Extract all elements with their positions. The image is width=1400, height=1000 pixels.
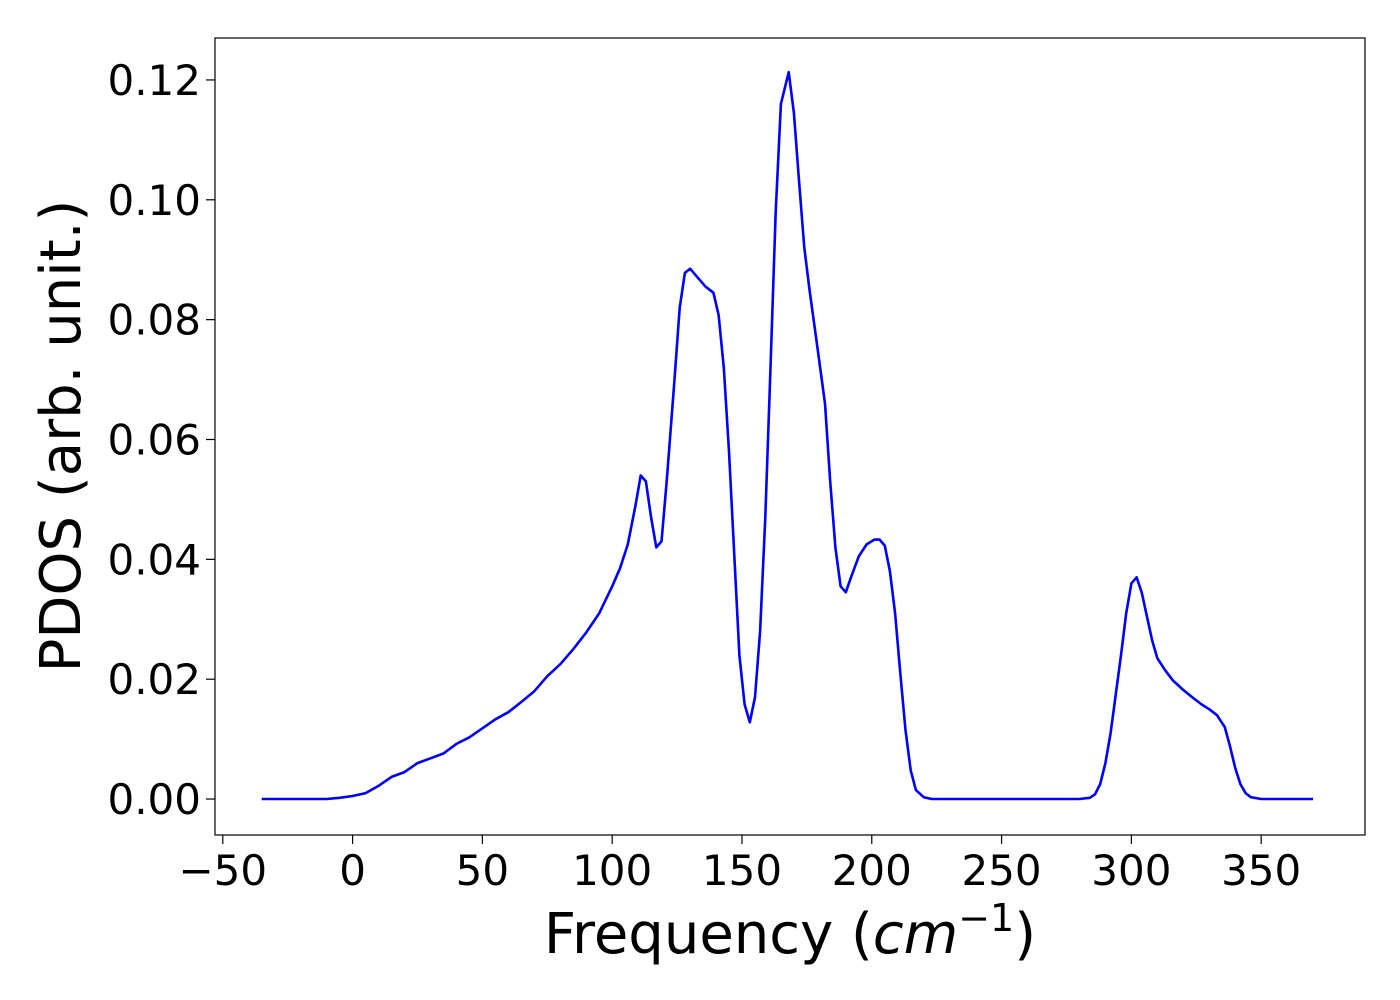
y-tick-label: 0.06 <box>107 415 201 464</box>
x-axis: −50 0 50 100 150 200 250 300 350 <box>178 835 1301 895</box>
x-tick-label: 250 <box>961 846 1041 895</box>
x-tick-label: 150 <box>702 846 782 895</box>
x-tick-label: 100 <box>572 846 652 895</box>
x-axis-label: Frequency (cm−1) <box>544 896 1036 967</box>
y-axis-label: PDOS (arb. unit.) <box>29 200 94 673</box>
plot-area <box>214 37 1366 836</box>
y-axis: 0.00 0.02 0.04 0.06 0.08 0.10 0.12 <box>107 56 215 824</box>
y-tick-label: 0.08 <box>107 296 201 345</box>
x-tick-label: 50 <box>456 846 509 895</box>
y-tick-label: 0.02 <box>107 655 201 704</box>
x-tick-label: −50 <box>178 846 267 895</box>
x-tick-label: 350 <box>1221 846 1301 895</box>
y-tick-label: 0.04 <box>107 535 201 584</box>
x-tick-label: 300 <box>1091 846 1171 895</box>
x-tick-label: 200 <box>832 846 912 895</box>
pdos-line <box>261 70 1314 801</box>
x-tick-label: 0 <box>339 846 366 895</box>
y-tick-label: 0.12 <box>107 56 201 105</box>
y-tick-label: 0.10 <box>107 176 201 225</box>
y-tick-label: 0.00 <box>107 775 201 824</box>
